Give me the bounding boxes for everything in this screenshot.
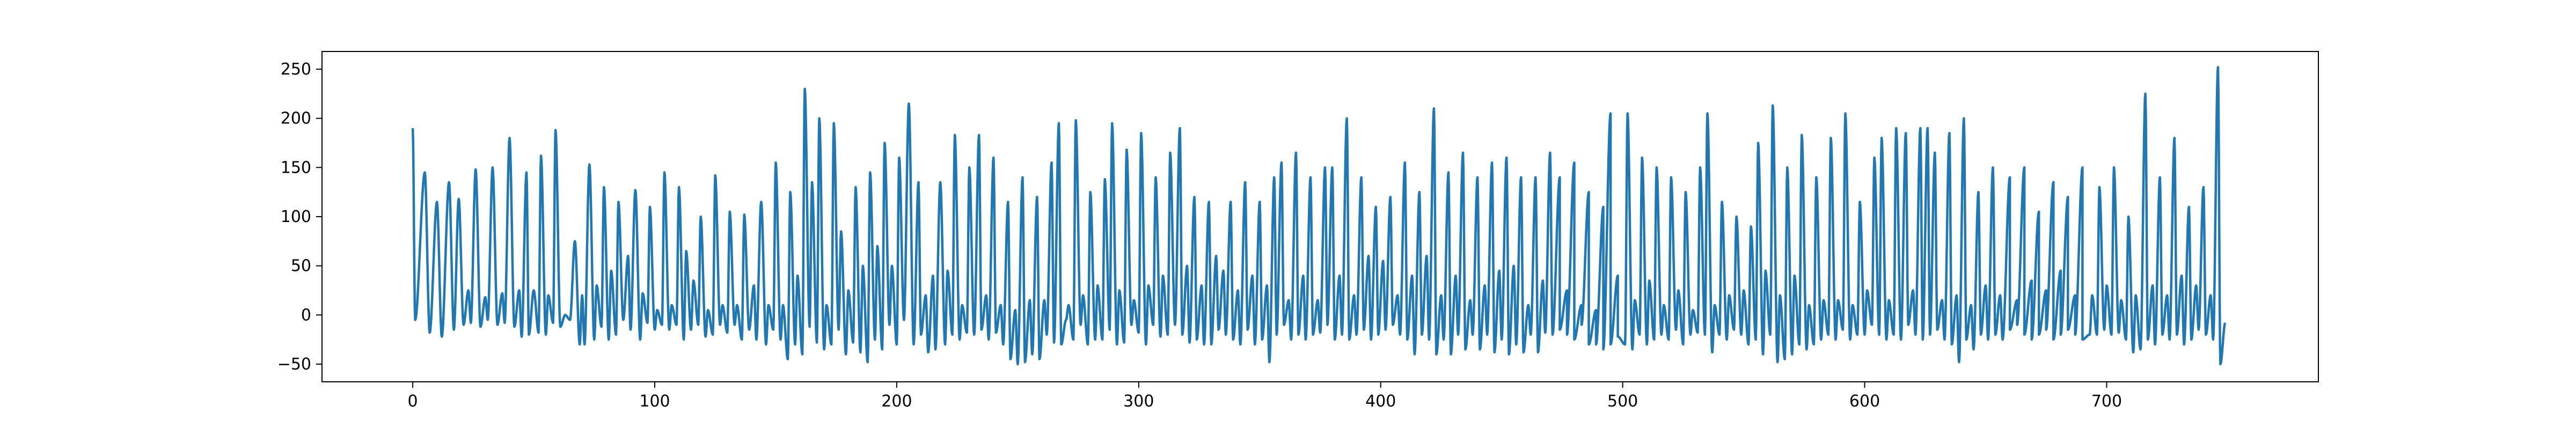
y-tick-label: 150 xyxy=(281,158,311,177)
x-tick-label: 0 xyxy=(408,392,418,411)
y-tick-label: 50 xyxy=(291,257,311,276)
x-tick-label: 100 xyxy=(639,392,670,411)
series-line xyxy=(411,66,2227,366)
y-axis: −50 0 50 100 150 200 250 xyxy=(277,60,322,374)
x-tick-label: 200 xyxy=(881,392,912,411)
series-group xyxy=(411,66,2227,366)
y-tick-label: 200 xyxy=(281,109,311,128)
x-axis: 0 100 200 300 400 500 600 700 xyxy=(408,382,2122,411)
x-tick-label: 700 xyxy=(2091,392,2122,411)
x-tick-label: 600 xyxy=(1849,392,1880,411)
y-tick-label: 0 xyxy=(301,306,311,324)
x-tick-label: 400 xyxy=(1365,392,1396,411)
y-tick-label: 250 xyxy=(281,60,311,79)
y-tick-label: 100 xyxy=(281,208,311,226)
x-tick-label: 300 xyxy=(1123,392,1154,411)
y-tick-label: −50 xyxy=(277,355,311,374)
x-tick-label: 500 xyxy=(1607,392,1638,411)
